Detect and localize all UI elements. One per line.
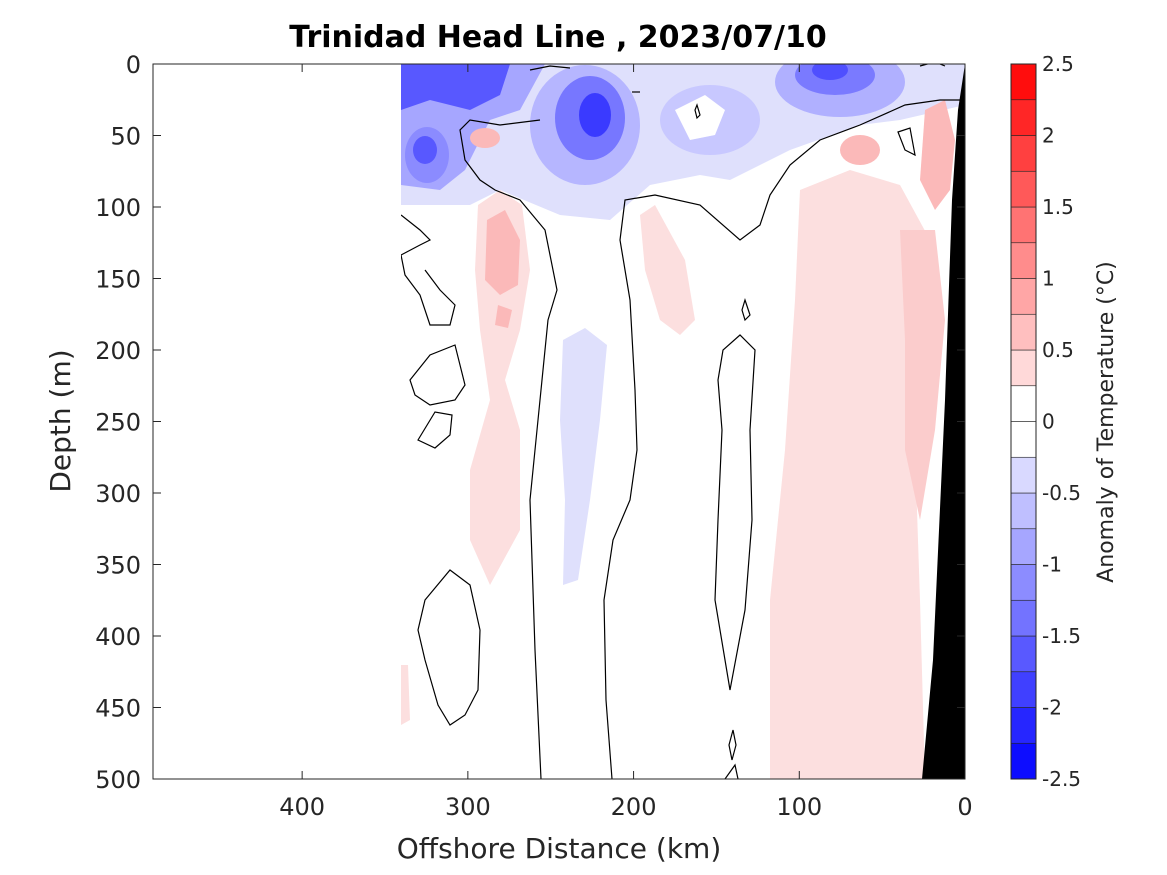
colorbar-segment bbox=[1010, 242, 1037, 279]
colorbar-tick-label: 1 bbox=[1042, 267, 1055, 291]
colorbar-tick-label: -1.5 bbox=[1042, 624, 1081, 648]
y-tick-label: 500 bbox=[95, 766, 141, 794]
colorbar: 2.5 2 1.5 1 0.5 0 -0.5 -1 -1.5 -2 -2.5 bbox=[1010, 52, 1081, 791]
colorbar-segment bbox=[1010, 492, 1037, 530]
colorbar-tick-label: 0 bbox=[1042, 410, 1055, 434]
contour-small1 bbox=[741, 298, 751, 322]
neg-west-core bbox=[413, 136, 437, 164]
pos-east-core bbox=[900, 230, 945, 520]
contour-small4 bbox=[728, 729, 737, 761]
colorbar-label: Anomaly of Temperature (°C) bbox=[1094, 261, 1119, 583]
x-axis-label: Offshore Distance (km) bbox=[397, 832, 722, 865]
y-axis: 0 50 100 150 200 250 300 350 400 450 500 bbox=[95, 51, 965, 794]
x-tick-label: 0 bbox=[957, 793, 972, 821]
x-tick-label: 100 bbox=[776, 793, 822, 821]
y-axis-label: Depth (m) bbox=[44, 349, 77, 492]
colorbar-segment bbox=[1010, 313, 1037, 351]
contour-east-loop bbox=[714, 334, 756, 691]
contour-small2 bbox=[694, 103, 701, 120]
neg-center-core bbox=[579, 93, 611, 137]
plot-area bbox=[153, 64, 965, 779]
pos-shallow-patch bbox=[840, 135, 880, 165]
colorbar-tick-label: -0.5 bbox=[1042, 481, 1081, 505]
colorbar-segment bbox=[1010, 707, 1037, 744]
colorbar-segment bbox=[1010, 206, 1037, 244]
colorbar-segment bbox=[1010, 564, 1037, 601]
colorbar-tick-label: -2.5 bbox=[1042, 767, 1081, 791]
zero-contours bbox=[401, 64, 965, 779]
y-tick-label: 0 bbox=[126, 51, 141, 79]
anomaly-field bbox=[401, 64, 965, 779]
colorbar-segment bbox=[1010, 742, 1037, 780]
y-tick-label: 450 bbox=[95, 695, 141, 723]
y-tick-label: 400 bbox=[95, 623, 141, 651]
contour-small5 bbox=[724, 763, 739, 779]
colorbar-tick-label: 2.5 bbox=[1042, 52, 1074, 76]
neg-east-core bbox=[812, 64, 848, 80]
contour-mid-loop2 bbox=[417, 411, 453, 449]
colorbar-segment bbox=[1010, 456, 1037, 494]
colorbar-tick-label: -1 bbox=[1042, 553, 1062, 577]
y-tick-label: 150 bbox=[95, 266, 141, 294]
contour-upper-west bbox=[401, 214, 456, 326]
contour-deep-loop bbox=[417, 569, 481, 726]
contour-mid-loop1 bbox=[409, 344, 466, 406]
y-tick-label: 350 bbox=[95, 552, 141, 580]
x-tick-label: 200 bbox=[611, 793, 657, 821]
colorbar-segment bbox=[1010, 385, 1037, 422]
neg-west-strong bbox=[401, 64, 510, 110]
colorbar-frame bbox=[1010, 63, 1037, 780]
white-pocket bbox=[675, 95, 725, 140]
colorbar-tick-label: 0.5 bbox=[1042, 338, 1074, 362]
pos-west-core bbox=[485, 210, 520, 295]
contour-surface-east bbox=[919, 64, 946, 67]
colorbar-tick-label: 1.5 bbox=[1042, 195, 1074, 219]
colorbar-tick-label: 2 bbox=[1042, 124, 1055, 148]
pos-east-column bbox=[770, 170, 930, 779]
colorbar-segment bbox=[1010, 528, 1037, 565]
colorbar-segment bbox=[1010, 170, 1037, 208]
colorbar-segment bbox=[1010, 635, 1037, 673]
x-axis: 400 300 200 100 0 bbox=[279, 64, 973, 821]
contour-surface-center bbox=[529, 65, 571, 71]
neg-deep-column bbox=[560, 328, 607, 585]
y-tick-label: 200 bbox=[95, 337, 141, 365]
pos-deep-right bbox=[905, 735, 920, 779]
pos-west-column bbox=[470, 190, 530, 585]
x-tick-label: 400 bbox=[279, 793, 325, 821]
pos-shallow-west bbox=[470, 128, 500, 148]
y-tick-label: 50 bbox=[110, 123, 141, 151]
y-tick-label: 300 bbox=[95, 480, 141, 508]
y-tick-label: 100 bbox=[95, 194, 141, 222]
colorbar-segment bbox=[1010, 278, 1037, 315]
pos-deep-left bbox=[401, 665, 410, 725]
colorbar-segment bbox=[1010, 599, 1037, 637]
pos-west-stub bbox=[495, 305, 512, 328]
pos-shelf-core bbox=[920, 100, 955, 210]
pos-center-column bbox=[640, 205, 695, 335]
chart-title: Trinidad Head Line , 2023/07/10 bbox=[289, 20, 826, 55]
colorbar-tick-label: -2 bbox=[1042, 696, 1062, 720]
colorbar-segment bbox=[1010, 99, 1037, 136]
contour-small3 bbox=[897, 127, 916, 157]
colorbar-segment bbox=[1010, 671, 1037, 708]
colorbar-segment bbox=[1010, 135, 1037, 172]
colorbar-segment bbox=[1010, 349, 1037, 387]
bathymetry bbox=[922, 64, 965, 779]
contour-center bbox=[603, 99, 965, 779]
colorbar-segment bbox=[1010, 421, 1037, 458]
colorbar-segment bbox=[1010, 63, 1037, 101]
contour-west bbox=[459, 119, 558, 779]
x-tick-label: 300 bbox=[445, 793, 491, 821]
y-tick-label: 250 bbox=[95, 409, 141, 437]
